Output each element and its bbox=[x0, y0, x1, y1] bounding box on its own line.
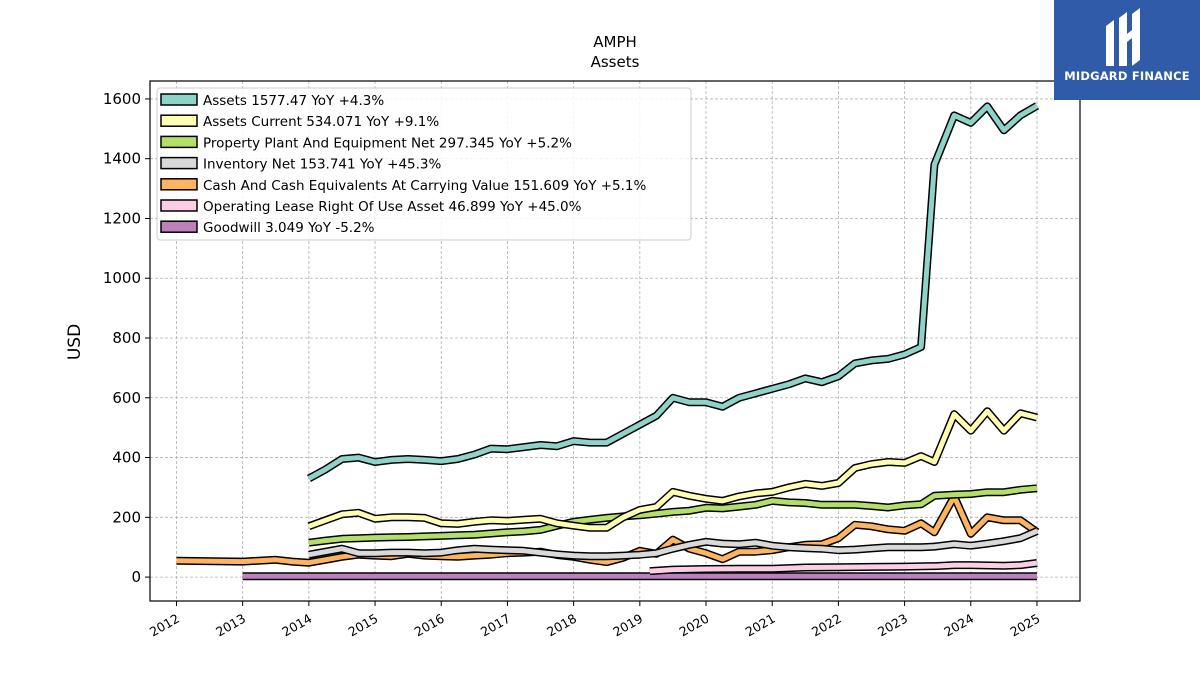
x-tick-label: 2017 bbox=[478, 611, 513, 640]
legend-swatch bbox=[160, 156, 198, 170]
x-tick-label: 2013 bbox=[213, 611, 248, 640]
series-assets-current bbox=[307, 407, 1038, 532]
x-tick-label: 2023 bbox=[875, 611, 910, 640]
legend-swatch bbox=[160, 199, 198, 212]
legend-label: Assets 1577.47 YoY +4.3% bbox=[203, 93, 384, 109]
y-tick-label: 0 bbox=[131, 568, 141, 586]
legend-entry: Assets Current 534.071 YoY +9.1% bbox=[160, 114, 439, 130]
series-inventory-net bbox=[308, 527, 1039, 561]
series-assets bbox=[306, 102, 1040, 483]
legend-entry: Cash And Cash Equivalents At Carrying Va… bbox=[160, 178, 647, 194]
series-line bbox=[307, 103, 1039, 481]
y-tick-label: 1400 bbox=[103, 150, 141, 168]
series-line bbox=[308, 485, 1038, 546]
legend: Assets 1577.47 YoY +4.3% Assets Current 5… bbox=[156, 87, 692, 241]
legend-label: Operating Lease Right Of Use Asset 46.89… bbox=[203, 199, 582, 215]
x-tick-label: 2016 bbox=[412, 611, 447, 640]
y-axis-label: USD bbox=[65, 324, 85, 360]
x-tick-label: 2014 bbox=[279, 611, 314, 640]
x-tick-label: 2018 bbox=[544, 611, 579, 640]
x-ticks: 2012 2013 2014 2015 2016 2017 2018 2019 2020 2021… bbox=[147, 601, 1042, 640]
brand-logo: MIDGARD FINANCE bbox=[1054, 0, 1200, 100]
midgard-logo-icon bbox=[1106, 8, 1140, 66]
y-tick-label: 1000 bbox=[103, 269, 141, 287]
y-tick-label: 400 bbox=[112, 449, 141, 467]
series-line bbox=[308, 408, 1038, 531]
legend-swatch bbox=[160, 178, 198, 191]
legend-entry: Goodwill 3.049 YoY -5.2% bbox=[160, 220, 375, 236]
x-tick-label: 2015 bbox=[346, 611, 381, 640]
series-lines bbox=[176, 102, 1040, 581]
y-tick-label: 1600 bbox=[103, 90, 141, 108]
x-tick-label: 2019 bbox=[610, 611, 645, 640]
legend-entry: Operating Lease Right Of Use Asset 46.89… bbox=[160, 199, 582, 215]
legend-label: Property Plant And Equipment Net 297.345… bbox=[203, 135, 572, 151]
legend-entry: Property Plant And Equipment Net 297.345… bbox=[160, 135, 572, 151]
legend-label: Inventory Net 153.741 YoY +45.3% bbox=[203, 157, 441, 173]
chart-subtitle: Assets bbox=[591, 53, 640, 71]
legend-label: Assets Current 534.071 YoY +9.1% bbox=[203, 114, 439, 130]
series-line bbox=[649, 560, 1038, 574]
legend-box bbox=[156, 87, 692, 241]
legend-swatch bbox=[160, 220, 198, 233]
x-tick-label: 2012 bbox=[147, 611, 182, 640]
legend-swatch bbox=[160, 114, 198, 127]
plot-frame bbox=[149, 80, 1081, 602]
legend-label: Cash And Cash Equivalents At Carrying Va… bbox=[203, 178, 647, 194]
x-tick-label: 2024 bbox=[941, 611, 976, 640]
legend-label: Goodwill 3.049 YoY -5.2% bbox=[203, 220, 375, 236]
y-tick-label: 600 bbox=[112, 389, 141, 407]
legend-swatch bbox=[160, 93, 198, 106]
x-tick-label: 2021 bbox=[743, 611, 778, 640]
x-tick-label: 2020 bbox=[676, 611, 711, 640]
y-tick-label: 1200 bbox=[103, 209, 141, 227]
series-line bbox=[308, 528, 1038, 559]
brand-name: MIDGARD FINANCE bbox=[1064, 69, 1190, 83]
series-operating-lease-right-of-use-asset bbox=[649, 559, 1038, 576]
series-property-plant-and-equipment-net bbox=[308, 484, 1038, 547]
legend-swatch bbox=[160, 135, 198, 149]
y-tick-label: 200 bbox=[112, 508, 141, 526]
legend-entry: Inventory Net 153.741 YoY +45.3% bbox=[160, 156, 441, 173]
y-tick-label: 800 bbox=[112, 329, 141, 347]
legend-entry: Assets 1577.47 YoY +4.3% bbox=[160, 93, 384, 109]
x-tick-label: 2022 bbox=[809, 611, 844, 640]
x-tick-label: 2025 bbox=[1007, 611, 1042, 640]
chart-title: AMPH bbox=[593, 33, 637, 51]
y-ticks: 0 200 400 600 800 1000 1200 1400 1600 bbox=[103, 90, 150, 586]
